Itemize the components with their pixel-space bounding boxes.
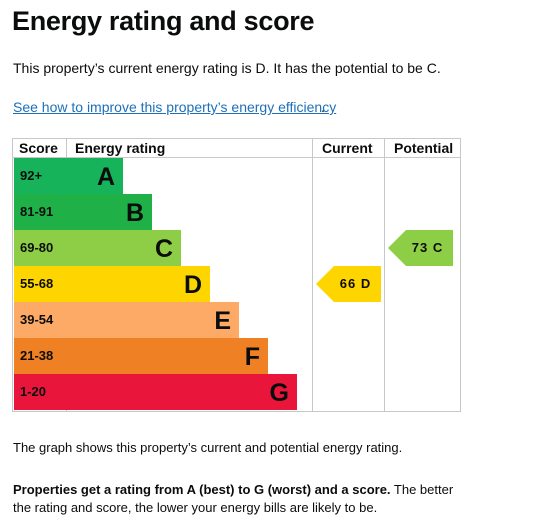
band-bar-e: E xyxy=(66,302,239,338)
ratings-note: Properties get a rating from A (best) to… xyxy=(13,481,463,517)
band-bar-f: F xyxy=(66,338,268,374)
potential-arrow-shape xyxy=(388,230,453,266)
ratings-note-rest: The better the rating and score, the low… xyxy=(13,482,454,515)
intro-text: This property’s current energy rating is… xyxy=(13,60,441,76)
current-arrow-shape xyxy=(316,266,381,302)
ratings-note-bold: Properties get a rating from A (best) to… xyxy=(13,482,391,497)
band-letter-a: A xyxy=(96,163,115,191)
link-full-stop: . xyxy=(321,99,325,115)
page-title: Energy rating and score xyxy=(12,6,315,36)
band-score-f: 21-38 xyxy=(14,338,66,374)
potential-rating-label: 73 C xyxy=(411,240,444,255)
band-letter-b: B xyxy=(125,199,144,227)
divider xyxy=(384,139,385,411)
band-letter-e: E xyxy=(214,307,231,335)
band-bar-d: D xyxy=(66,266,210,302)
current-rating-label: 66 D xyxy=(339,276,372,291)
band-score-e: 39-54 xyxy=(14,302,66,338)
band-score-c: 69-80 xyxy=(14,230,66,266)
band-bar-c: C xyxy=(66,230,181,266)
band-letter-c: C xyxy=(154,235,173,263)
current-rating-arrow: 66 D xyxy=(316,266,381,302)
header-divider xyxy=(13,157,460,158)
band-letter-g: G xyxy=(269,379,289,407)
energy-rating-graph: Score Energy rating Current Potential 92… xyxy=(12,138,461,412)
potential-header: Potential xyxy=(394,140,454,156)
band-score-a: 92+ xyxy=(14,158,66,194)
divider xyxy=(312,139,313,411)
band-letter-f: F xyxy=(244,343,260,371)
band-score-b: 81-91 xyxy=(14,194,66,230)
band-bar-a: A xyxy=(66,158,123,194)
graph-note: The graph shows this property’s current … xyxy=(13,440,403,455)
band-score-d: 55-68 xyxy=(14,266,66,302)
energy-rating-header: Energy rating xyxy=(75,140,166,156)
band-score-g: 1-20 xyxy=(14,374,66,410)
band-bar-b: B xyxy=(66,194,152,230)
improve-efficiency-link[interactable]: See how to improve this property’s energ… xyxy=(13,99,337,115)
score-header: Score xyxy=(19,140,58,156)
band-letter-d: D xyxy=(183,271,202,299)
band-bar-g: G xyxy=(66,374,297,410)
potential-rating-arrow: 73 C xyxy=(388,230,453,266)
current-header: Current xyxy=(322,140,373,156)
